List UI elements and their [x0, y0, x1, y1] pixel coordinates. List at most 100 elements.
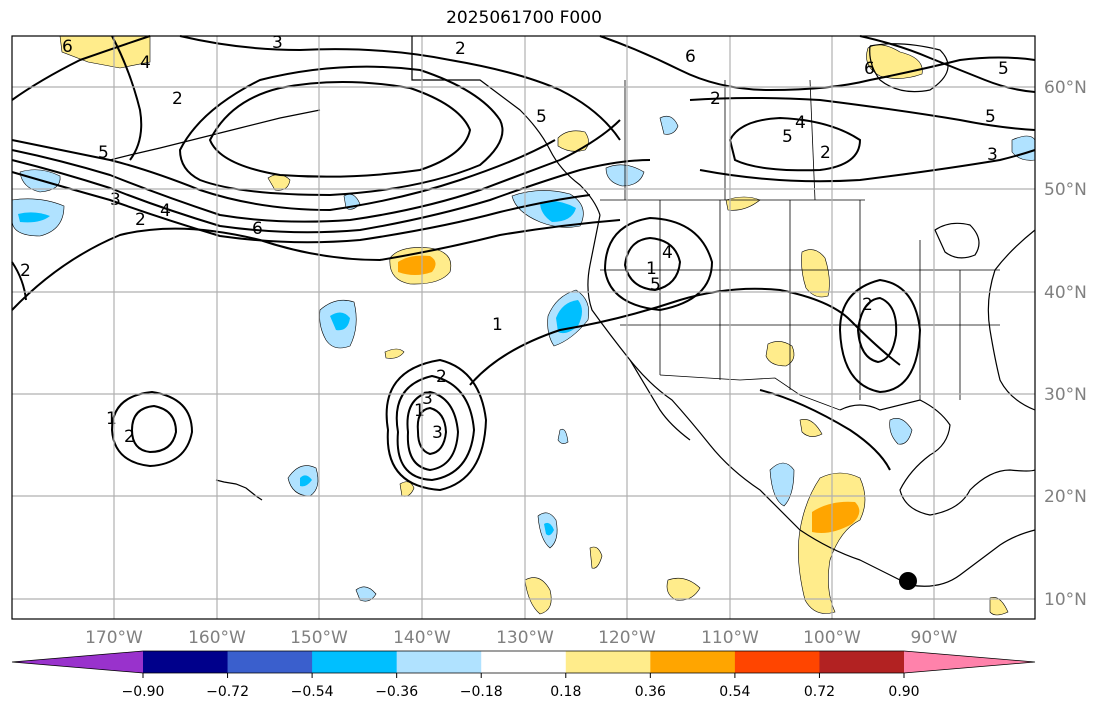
map-frame — [11, 35, 1036, 620]
contour-subtropical-low-1 — [416, 406, 448, 456]
shade-pos-bc-coast — [557, 130, 589, 152]
contour-label: 5 — [536, 107, 547, 127]
shade-neg-pac-3-core — [544, 522, 554, 536]
shade-pos-mexico-core — [812, 501, 860, 533]
colorbar-segment — [734, 651, 820, 673]
contour-labels: 6 3 2 2 6 5 5 3 2 4 6 5 4 5 3 2 1 2 1 3 … — [20, 33, 1009, 447]
contour-label: 3 — [422, 389, 433, 409]
contour-canada-2 — [699, 149, 1036, 183]
contour-great-basin-low-2 — [603, 216, 714, 312]
contour-jet-2 — [11, 159, 651, 234]
contour-label: 1 — [414, 401, 425, 421]
shade-neg-pac-2-core — [300, 475, 312, 487]
colorbar-segment — [227, 651, 313, 673]
colorbar-tick-label: −0.18 — [460, 684, 503, 700]
contour-label: 2 — [20, 261, 31, 281]
contour-aleutian-low-2 — [208, 81, 472, 178]
contour-subtropical-low-3 — [395, 374, 476, 482]
lon-tick-label: 100°W — [803, 628, 861, 648]
colorbar-segment — [143, 651, 229, 673]
contour-north-1 — [179, 35, 621, 141]
colorbar-extend-high — [904, 651, 1035, 673]
contour-north-2 — [599, 35, 1036, 92]
coast-alaska — [411, 36, 601, 216]
contour-label: 2 — [455, 39, 466, 59]
lat-tick-label: 30°N — [1044, 385, 1087, 405]
contour-label: 2 — [172, 89, 183, 109]
lon-tick-label: 130°W — [496, 628, 554, 648]
contour-label: 5 — [782, 127, 793, 147]
contour-label: 3 — [110, 190, 121, 210]
lon-tick-label: 90°W — [911, 628, 958, 648]
contour-label: 3 — [987, 145, 998, 165]
lon-tick-label: 170°W — [85, 628, 143, 648]
shade-neg-small-3 — [557, 428, 569, 444]
contour-label: 5 — [985, 107, 996, 127]
shade-neg-west-2-core — [18, 212, 50, 223]
lat-tick-label: 20°N — [1044, 487, 1087, 507]
colorbar-tick-label: 0.54 — [719, 684, 750, 700]
shaded-negative-regions — [11, 115, 1036, 602]
contour-label: 3 — [272, 33, 283, 53]
coast-aleutians — [109, 109, 321, 161]
colorbar-segment — [565, 651, 651, 673]
contour-label: 2 — [862, 295, 873, 315]
colorbar-segment — [819, 651, 905, 673]
contour-label: 5 — [650, 275, 661, 295]
coast-hawaii — [215, 479, 263, 501]
contour-gulf — [759, 389, 891, 471]
contour-subtropical-low-4 — [385, 358, 488, 492]
contour-label: 4 — [795, 113, 806, 133]
colorbar-extend-low — [12, 651, 143, 673]
colorbar-tick-label: −0.36 — [375, 684, 418, 700]
coast-baja — [629, 359, 691, 441]
longitude-labels: 170°W 160°W 150°W 140°W 130°W 120°W 110°… — [85, 628, 958, 648]
border-us-mexico — [659, 374, 841, 411]
colorbar-tick-label: −0.72 — [206, 684, 249, 700]
shade-pos-small-4 — [589, 546, 603, 569]
contour-label: 5 — [998, 59, 1009, 79]
lon-tick-label: 150°W — [290, 628, 348, 648]
shaded-positive-regions — [59, 35, 1009, 616]
colorbar-tick-label: −0.54 — [291, 684, 334, 700]
shade-neg-pac-1-core — [330, 312, 350, 331]
contour-jet-4 — [11, 139, 556, 212]
political-borders — [524, 36, 1000, 411]
contour-label: 6 — [62, 37, 73, 57]
contour-label: 6 — [252, 219, 263, 239]
shade-pos-small-2 — [384, 348, 405, 359]
shade-neg-ca-coast-core — [556, 300, 582, 334]
map-background — [12, 36, 1035, 619]
shade-pos-hudson — [866, 44, 923, 79]
contour-label: 4 — [140, 53, 151, 73]
contour-great-basin-low-1 — [623, 236, 682, 292]
shade-pos-pacific-sw — [524, 577, 552, 615]
contour-canada-1 — [689, 97, 1036, 131]
colorbar: −0.90 −0.72 −0.54 −0.36 −0.18 0.18 0.36 0.54 0.7… — [11, 650, 1036, 700]
coastlines — [109, 36, 1036, 587]
contour-label: 1 — [106, 409, 117, 429]
shade-neg-wa-coast-core — [540, 200, 576, 222]
shade-neg-gulf — [889, 418, 913, 445]
coast-hudson — [869, 43, 949, 93]
shade-pos-small-5 — [799, 419, 823, 437]
latitude-labels: 60°N 50°N 40°N 30°N 20°N 10°N — [1044, 78, 1087, 610]
contour-label: 5 — [98, 143, 109, 163]
contour-aleutian-low-1 — [178, 65, 504, 197]
contour-jet-3 — [11, 171, 591, 244]
shade-neg-small-1 — [355, 586, 377, 602]
lat-tick-label: 40°N — [1044, 283, 1087, 303]
contour-label: 2 — [710, 89, 721, 109]
coast-great-lakes — [934, 222, 980, 259]
shade-neg-baja — [769, 462, 795, 507]
colorbar-tick-label: 0.72 — [804, 684, 835, 700]
contour-sw-1 — [11, 261, 27, 301]
contour-label: 3 — [432, 423, 443, 443]
contour-label: 4 — [662, 243, 673, 263]
shade-pos-central-pacific-core — [398, 255, 436, 275]
gridlines — [12, 36, 1035, 619]
lon-tick-label: 120°W — [598, 628, 656, 648]
colorbar-segment — [481, 651, 567, 673]
shade-pos-pacific-s — [666, 577, 701, 601]
